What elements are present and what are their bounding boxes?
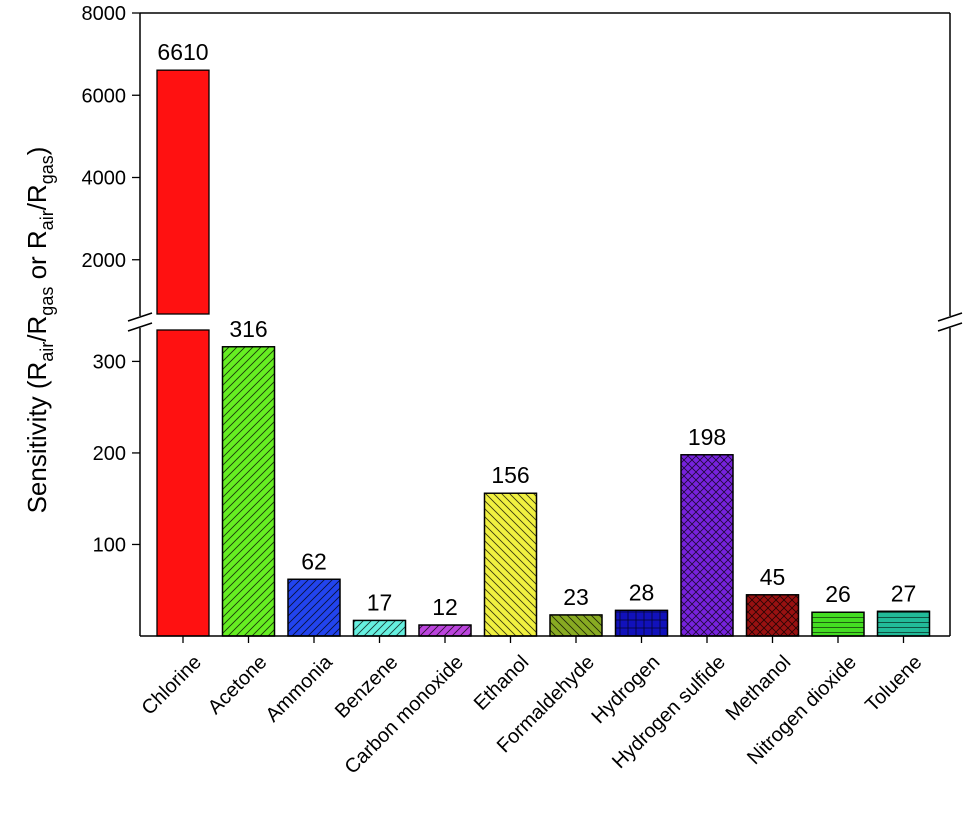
bar-11-pattern [876, 610, 931, 637]
category-label-8: Hydrogen sulfide [608, 651, 730, 773]
category-label-4: Carbon monoxide [341, 651, 468, 778]
bar-3-pattern [352, 619, 407, 637]
bar-8-pattern [680, 454, 734, 637]
bar-1-pattern [221, 346, 276, 637]
y-axis-label-part: Sensitivity (R [22, 362, 52, 514]
bar-0-upper [156, 69, 210, 315]
bar-4-pattern [418, 624, 472, 637]
y-tick-label-upper-3: 8000 [82, 3, 127, 25]
bar-0-break-gap [156, 315, 210, 329]
axis-break-mark-left-1 [127, 312, 153, 322]
category-label-1: Acetone [204, 651, 271, 718]
bars-layer [156, 69, 931, 637]
bar-7-pattern [614, 609, 669, 637]
category-label-5: Ethanol [470, 651, 534, 715]
value-label-6: 23 [563, 584, 589, 610]
value-label-11: 27 [891, 580, 917, 606]
value-label-10: 26 [825, 581, 851, 607]
y-axis-label-part: /R [22, 184, 52, 210]
y-axis-label-subscript: gas [37, 287, 57, 316]
y-tick-label-lower-1: 200 [93, 443, 126, 465]
y-axis-label-part: or R [22, 230, 52, 286]
y-axis-label-subscript: air [37, 342, 57, 362]
bar-6-pattern [549, 614, 603, 637]
value-label-4: 12 [432, 594, 458, 620]
value-label-9: 45 [760, 564, 786, 590]
category-label-0: Chlorine [138, 651, 206, 719]
value-label-8: 198 [688, 424, 726, 450]
y-tick-label-lower-2: 300 [93, 351, 126, 373]
y-tick-label-lower-0: 100 [93, 534, 126, 556]
axis-break-mark-right-2 [937, 322, 963, 332]
category-label-2: Ammonia [262, 651, 338, 727]
bar-10-pattern [811, 611, 865, 637]
y-axis-label-subscript: air [37, 210, 57, 230]
axes-layer [127, 12, 963, 643]
y-axis-label-part: /R [22, 316, 52, 342]
y-axis-label-subscript: gas [37, 155, 57, 184]
value-label-3: 17 [367, 589, 393, 615]
y-axis-label-part: ) [22, 147, 52, 156]
value-label-1: 316 [229, 316, 267, 342]
bar-9-pattern [745, 594, 800, 637]
axis-break-mark-left-2 [127, 322, 153, 332]
value-label-0: 6610 [157, 39, 208, 65]
bar-5-pattern [483, 492, 538, 637]
y-tick-label-upper-1: 4000 [82, 168, 127, 190]
y-axis-label: Sensitivity (Rair/Rgas or Rair/Rgas) [22, 147, 57, 514]
axis-break-mark-right-1 [937, 312, 963, 322]
value-label-5: 156 [491, 462, 529, 488]
value-label-2: 62 [301, 548, 327, 574]
bar-0-lower [156, 329, 210, 637]
y-tick-label-upper-0: 2000 [82, 250, 127, 272]
y-tick-label-upper-2: 6000 [82, 85, 127, 107]
category-label-11: Toluene [861, 651, 926, 716]
bar-2-pattern [287, 578, 341, 637]
value-label-7: 28 [629, 579, 655, 605]
